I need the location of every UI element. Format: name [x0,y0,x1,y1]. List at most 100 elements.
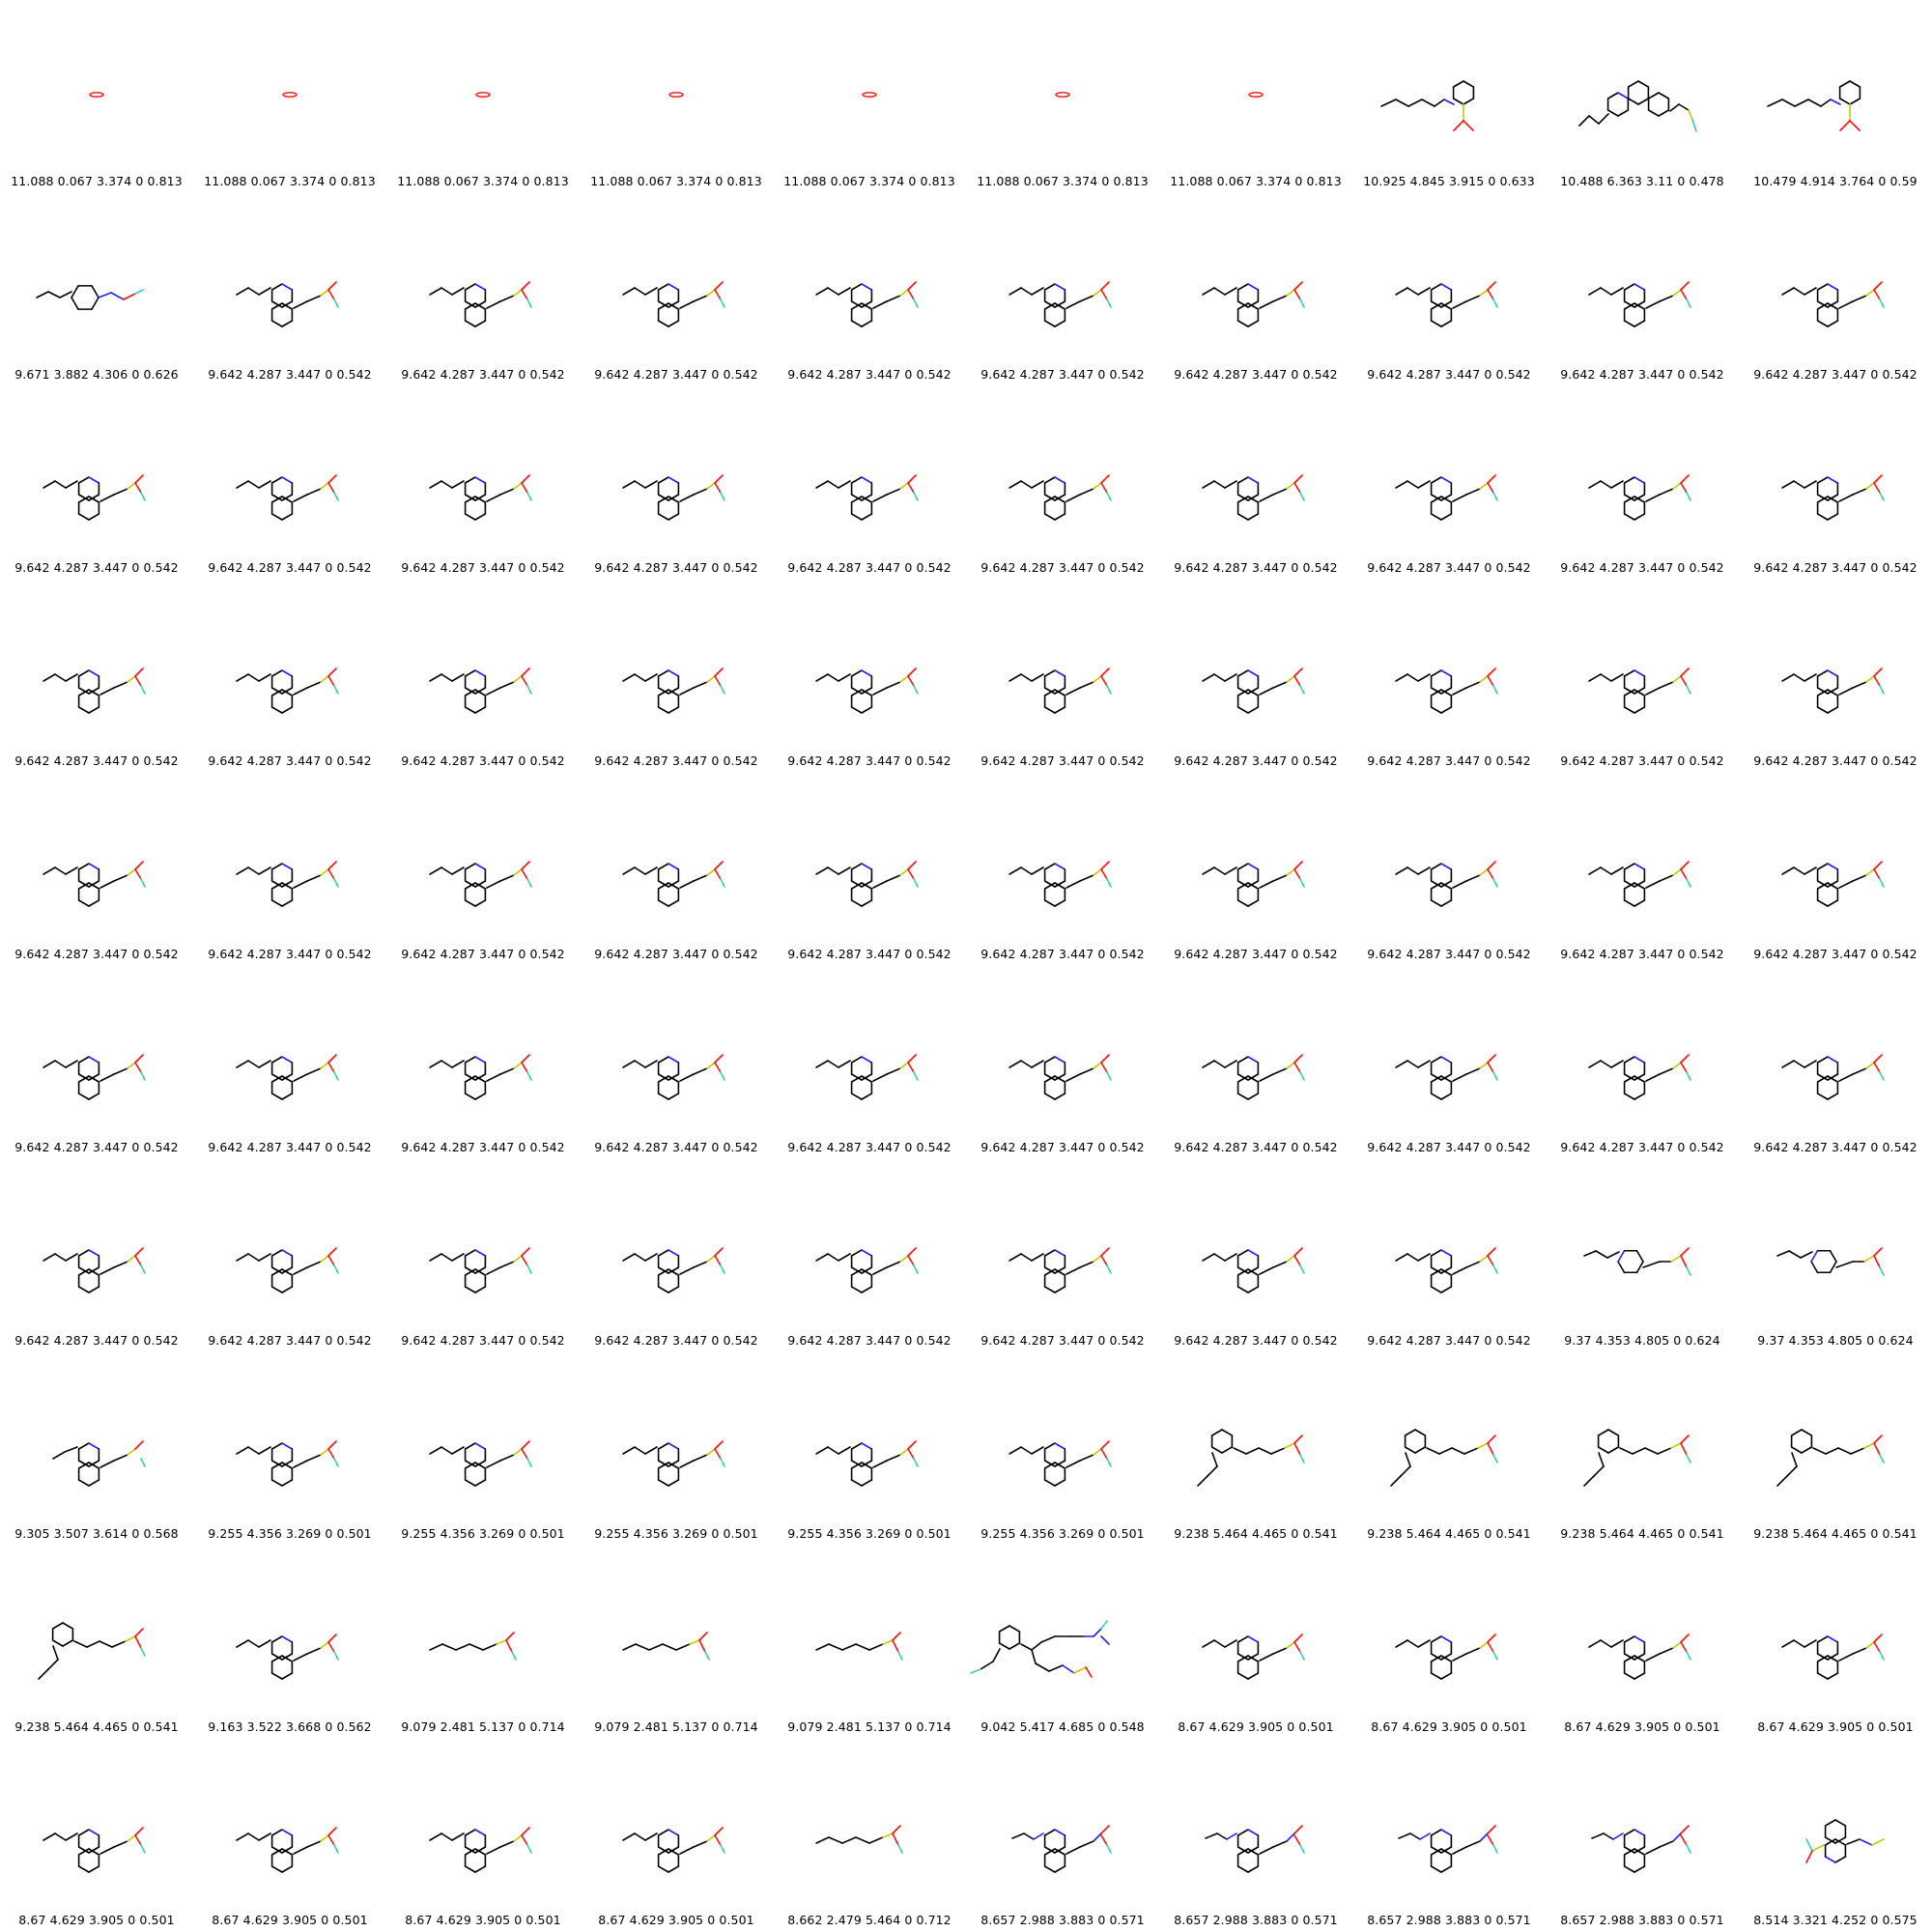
molecule-structure-quin [1009,1440,1112,1487]
molecule-structure-quin [1009,861,1112,907]
molecule-structure-quin [815,1440,919,1487]
molecule-score-label: 8.657 2.988 3.883 0 0.571 [1174,1913,1338,1927]
molecule-cell: 9.37 4.353 4.805 0 0.624 [1546,1159,1739,1352]
molecule-cell: 9.642 4.287 3.447 0 0.542 [1352,386,1546,580]
molecule-structure-o2 [668,92,684,98]
molecule-score-label: 11.088 0.067 3.374 0 0.813 [783,174,955,188]
molecule-structure-quin_imine [1011,1825,1112,1873]
molecule-score-label: 9.255 4.356 3.269 0 0.501 [401,1526,565,1541]
molecule-structure-quin [236,1440,339,1487]
molecule-cell: 9.238 5.464 4.465 0 0.541 [1159,1352,1352,1546]
molecule-score-label: 9.642 4.287 3.447 0 0.542 [1560,947,1724,961]
molecule-score-label: 9.642 4.287 3.447 0 0.542 [1753,1140,1918,1154]
molecule-cell: 8.67 4.629 3.905 0 0.501 [1159,1546,1352,1739]
molecule-score-label: 9.642 4.287 3.447 0 0.542 [1174,1140,1338,1154]
molecule-cell: 9.642 4.287 3.447 0 0.542 [1352,193,1546,386]
molecule-cell: 9.642 4.287 3.447 0 0.542 [1159,966,1352,1159]
molecule-structure-quin [429,474,532,521]
molecule-score-label: 9.079 2.481 5.137 0 0.714 [594,1719,758,1734]
molecule-structure-quin_rev [1805,1819,1885,1863]
molecule-score-label: 9.642 4.287 3.447 0 0.542 [401,753,565,768]
molecule-score-label: 9.238 5.464 4.465 0 0.541 [14,1719,179,1734]
molecule-structure-quin_imine [1398,1825,1498,1873]
molecule-score-label: 9.642 4.287 3.447 0 0.542 [594,947,758,961]
molecule-score-label: 9.671 3.882 4.306 0 0.626 [14,367,179,382]
molecule-structure-quin [236,861,339,907]
molecule-cell: 9.642 4.287 3.447 0 0.542 [0,1159,193,1352]
molecule-cell: 9.642 4.287 3.447 0 0.542 [1739,773,1932,966]
molecule-cell: 9.642 4.287 3.447 0 0.542 [0,773,193,966]
molecule-score-label: 9.255 4.356 3.269 0 0.501 [208,1526,372,1541]
molecule-structure-quin [43,1827,146,1873]
molecule-cell: 9.642 4.287 3.447 0 0.542 [1546,773,1739,966]
molecule-cell: 9.642 4.287 3.447 0 0.542 [966,966,1159,1159]
molecule-score-label: 9.642 4.287 3.447 0 0.542 [14,560,179,575]
molecule-score-label: 9.642 4.287 3.447 0 0.542 [1560,560,1724,575]
molecule-cell: 10.488 6.363 3.11 0 0.478 [1546,0,1739,193]
molecule-structure-phen [1578,80,1697,132]
molecule-cell: 8.67 4.629 3.905 0 0.501 [193,1739,386,1932]
molecule-cell: 9.642 4.287 3.447 0 0.542 [773,966,966,1159]
molecule-cell: 9.642 4.287 3.447 0 0.542 [1159,386,1352,580]
molecule-structure-quin [815,1054,919,1100]
molecule-structure-quin [1395,281,1498,327]
molecule-cell: 9.642 4.287 3.447 0 0.542 [193,386,386,580]
molecule-cell: 9.642 4.287 3.447 0 0.542 [1159,193,1352,386]
molecule-cell: 9.642 4.287 3.447 0 0.542 [1546,386,1739,580]
molecule-cell: 9.238 5.464 4.465 0 0.541 [1546,1352,1739,1546]
molecule-cell: 9.642 4.287 3.447 0 0.542 [966,193,1159,386]
molecule-cell: 9.642 4.287 3.447 0 0.542 [386,386,580,580]
molecule-score-label: 9.642 4.287 3.447 0 0.542 [1560,1140,1724,1154]
molecule-cell: 8.657 2.988 3.883 0 0.571 [966,1739,1159,1932]
molecule-structure-quin [429,1440,532,1487]
molecule-cell: 9.642 4.287 3.447 0 0.542 [580,1159,773,1352]
molecule-cell: 11.088 0.067 3.374 0 0.813 [0,0,193,193]
molecule-cell: 8.657 2.988 3.883 0 0.571 [1546,1739,1739,1932]
molecule-score-label: 9.642 4.287 3.447 0 0.542 [1367,1140,1531,1154]
molecule-cell: 9.642 4.287 3.447 0 0.542 [580,386,773,580]
molecule-cell: 9.642 4.287 3.447 0 0.542 [1352,966,1546,1159]
molecule-score-label: 9.642 4.287 3.447 0 0.542 [787,560,952,575]
molecule-cell: 9.238 5.464 4.465 0 0.541 [1739,1352,1932,1546]
molecule-cell: 9.642 4.287 3.447 0 0.542 [580,193,773,386]
molecule-score-label: 11.088 0.067 3.374 0 0.813 [1170,174,1342,188]
molecule-score-label: 11.088 0.067 3.374 0 0.813 [977,174,1149,188]
molecule-cell: 11.088 0.067 3.374 0 0.813 [386,0,580,193]
molecule-score-label: 9.642 4.287 3.447 0 0.542 [14,1140,179,1154]
molecule-score-label: 9.642 4.287 3.447 0 0.542 [980,947,1145,961]
molecule-structure-chain_s [815,1825,903,1854]
molecule-cell: 8.67 4.629 3.905 0 0.501 [1352,1546,1546,1739]
molecule-cell: 9.642 4.287 3.447 0 0.542 [1739,193,1932,386]
molecule-score-label: 8.67 4.629 3.905 0 0.501 [598,1913,754,1927]
molecule-cell: 9.238 5.464 4.465 0 0.541 [1352,1352,1546,1546]
molecule-score-label: 8.67 4.629 3.905 0 0.501 [1371,1719,1527,1734]
molecule-structure-quin [1395,668,1498,714]
molecule-score-label: 9.642 4.287 3.447 0 0.542 [208,367,372,382]
molecule-cell: 9.642 4.287 3.447 0 0.542 [1739,966,1932,1159]
molecule-structure-chain_s [815,1632,903,1661]
molecule-score-label: 9.642 4.287 3.447 0 0.542 [1367,947,1531,961]
molecule-cell: 9.642 4.287 3.447 0 0.542 [1159,1159,1352,1352]
molecule-score-label: 9.37 4.353 4.805 0 0.624 [1564,1333,1720,1348]
molecule-cell: 9.37 4.353 4.805 0 0.624 [1739,1159,1932,1352]
molecule-cell: 9.642 4.287 3.447 0 0.542 [193,773,386,966]
molecule-cell: 10.925 4.845 3.915 0 0.633 [1352,0,1546,193]
molecule-structure-quin [1009,281,1112,327]
molecule-structure-quin [43,1247,146,1293]
molecule-score-label: 9.642 4.287 3.447 0 0.542 [594,560,758,575]
molecule-score-label: 9.642 4.287 3.447 0 0.542 [1560,753,1724,768]
molecule-structure-diene [1197,1429,1305,1487]
molecule-structure-quin [1202,1247,1305,1293]
molecule-score-label: 9.642 4.287 3.447 0 0.542 [1560,367,1724,382]
molecule-cell: 9.642 4.287 3.447 0 0.542 [386,966,580,1159]
molecule-structure-o2 [282,92,298,98]
molecule-cell: 9.642 4.287 3.447 0 0.542 [1352,1159,1546,1352]
molecule-score-label: 11.088 0.067 3.374 0 0.813 [397,174,569,188]
molecule-cell: 9.642 4.287 3.447 0 0.542 [386,193,580,386]
molecule-cell: 9.642 4.287 3.447 0 0.542 [0,580,193,773]
molecule-cell: 9.642 4.287 3.447 0 0.542 [773,193,966,386]
molecule-score-label: 9.642 4.287 3.447 0 0.542 [594,753,758,768]
molecule-structure-cyclo_s [1776,1247,1885,1276]
molecule-structure-quin [1781,1634,1885,1680]
molecule-cell: 9.642 4.287 3.447 0 0.542 [1546,193,1739,386]
